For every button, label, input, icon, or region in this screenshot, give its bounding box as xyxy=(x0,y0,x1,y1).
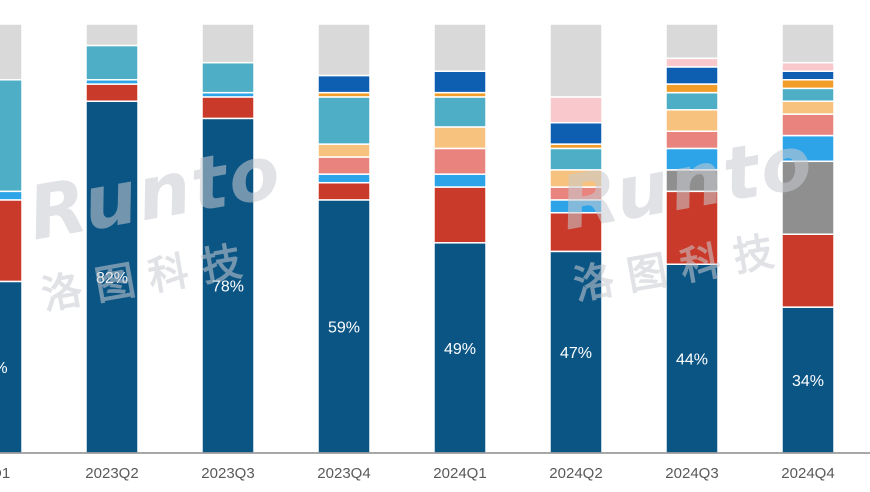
bar-segment-2024Q4-1 xyxy=(781,233,835,308)
bar-segment-2023Q3-0 xyxy=(201,117,255,454)
bar-segment-2024Q2-4 xyxy=(549,186,603,201)
bar-segment-2024Q4-5 xyxy=(781,100,835,115)
bar-segment-2023Q3-10 xyxy=(201,23,255,64)
bar-segment-2023Q3-1 xyxy=(201,96,255,120)
bar-segment-2024Q1-3 xyxy=(433,173,487,188)
bar-segment-2024Q4-3 xyxy=(781,134,835,163)
x-tick-label-2023Q2: 2023Q2 xyxy=(85,465,138,482)
bar-segment-2023Q4-0 xyxy=(317,199,371,454)
data-label-2024Q1: 49% xyxy=(444,341,476,358)
bar-segment-2024Q3-2 xyxy=(665,169,719,193)
bar-segment-2024Q1-5 xyxy=(433,126,487,150)
bar-segment-2024Q3-5 xyxy=(665,109,719,133)
data-label-2023Q4: 59% xyxy=(328,319,360,336)
bar-segment-2024Q4-8 xyxy=(781,70,835,81)
bar-segment-2024Q3-3 xyxy=(665,147,719,171)
bar-segment-2024Q2-3 xyxy=(549,199,603,214)
bar-segment-2024Q3-8 xyxy=(665,66,719,85)
data-label-2023Q3: 78% xyxy=(212,279,244,296)
bar-segment-2024Q3-10 xyxy=(665,23,719,60)
bar-segment-2023Q1-6 xyxy=(0,79,23,193)
bar-segment-2023Q4-6 xyxy=(317,96,371,145)
data-label-2023Q2: 82% xyxy=(96,270,128,287)
x-tick-label-2023Q3: 2023Q3 xyxy=(201,465,254,482)
bar-segment-2024Q3-4 xyxy=(665,130,719,150)
x-tick-label-2024Q4: 2024Q4 xyxy=(781,465,834,482)
bar-segment-2023Q1-0 xyxy=(0,280,23,454)
bar-segment-2023Q1-3 xyxy=(0,190,23,201)
bar-segment-2024Q1-10 xyxy=(433,23,487,72)
bar-segment-2023Q4-3 xyxy=(317,173,371,184)
x-tick-labels: 3Q1 2023Q2 2023Q3 2023Q4 2024Q1 2024Q2 2024Q3 2… xyxy=(0,465,835,482)
bar-segment-2024Q2-5 xyxy=(549,169,603,188)
bar-segment-2024Q2-10 xyxy=(549,23,603,98)
bar-segment-2023Q4-5 xyxy=(317,143,371,158)
data-label-2024Q3: 44% xyxy=(676,352,708,369)
bar-segment-2023Q1-10 xyxy=(0,23,23,81)
bar-segment-2024Q3-6 xyxy=(665,91,719,111)
bar-segment-2024Q1-6 xyxy=(433,96,487,128)
data-label-2024Q4: 34% xyxy=(792,373,824,390)
bar-segment-2024Q2-6 xyxy=(549,147,603,171)
bar-segment-2024Q1-8 xyxy=(433,70,487,94)
bar-segment-2023Q2-1 xyxy=(85,83,139,102)
bar-segment-2024Q1-1 xyxy=(433,186,487,244)
bar-segment-2024Q4-2 xyxy=(781,160,835,235)
bar-segment-2024Q3-7 xyxy=(665,83,719,94)
bar-segment-2023Q4-1 xyxy=(317,181,371,201)
bar-segment-2023Q2-0 xyxy=(85,100,139,454)
bar-segment-2024Q2-9 xyxy=(549,96,603,124)
bar-segment-2024Q1-0 xyxy=(433,242,487,454)
bar-segment-2023Q4-10 xyxy=(317,23,371,77)
bar-segment-2024Q4-4 xyxy=(781,113,835,137)
bar-segment-2024Q4-7 xyxy=(781,79,835,90)
data-label-2023Q1: 0% xyxy=(0,360,8,377)
bar-segment-2023Q2-10 xyxy=(85,23,139,47)
bars-layer xyxy=(0,23,835,454)
bar-segment-2023Q1-1 xyxy=(0,199,23,283)
bar-segment-2023Q4-4 xyxy=(317,156,371,175)
bar-segment-2024Q4-9 xyxy=(781,61,835,72)
bar-segment-2024Q4-10 xyxy=(781,23,835,64)
bar-segment-2024Q2-8 xyxy=(549,121,603,145)
x-tick-label-2023Q4: 2023Q4 xyxy=(317,465,370,482)
bar-segment-2024Q4-0 xyxy=(781,306,835,454)
bar-segment-2024Q1-4 xyxy=(433,147,487,175)
x-tick-label-2024Q1: 2024Q1 xyxy=(433,465,486,482)
bar-segment-2023Q2-6 xyxy=(85,44,139,81)
x-tick-label-2023Q1: 3Q1 xyxy=(0,465,10,482)
bar-segment-2024Q3-9 xyxy=(665,57,719,68)
x-tick-label-2024Q3: 2024Q3 xyxy=(665,465,718,482)
x-tick-label-2024Q2: 2024Q2 xyxy=(549,465,602,482)
bar-segment-2024Q3-1 xyxy=(665,190,719,265)
bar-segment-2024Q4-6 xyxy=(781,87,835,102)
data-label-2024Q2: 47% xyxy=(560,345,592,362)
data-labels: 0% 82% 78% 59% 49% 47% 44% 34% xyxy=(0,270,824,390)
bar-segment-2024Q2-1 xyxy=(549,212,603,253)
bar-segment-2023Q4-8 xyxy=(317,74,371,94)
bar-segment-2023Q3-6 xyxy=(201,61,255,94)
bar-segment-2024Q3-0 xyxy=(665,263,719,454)
